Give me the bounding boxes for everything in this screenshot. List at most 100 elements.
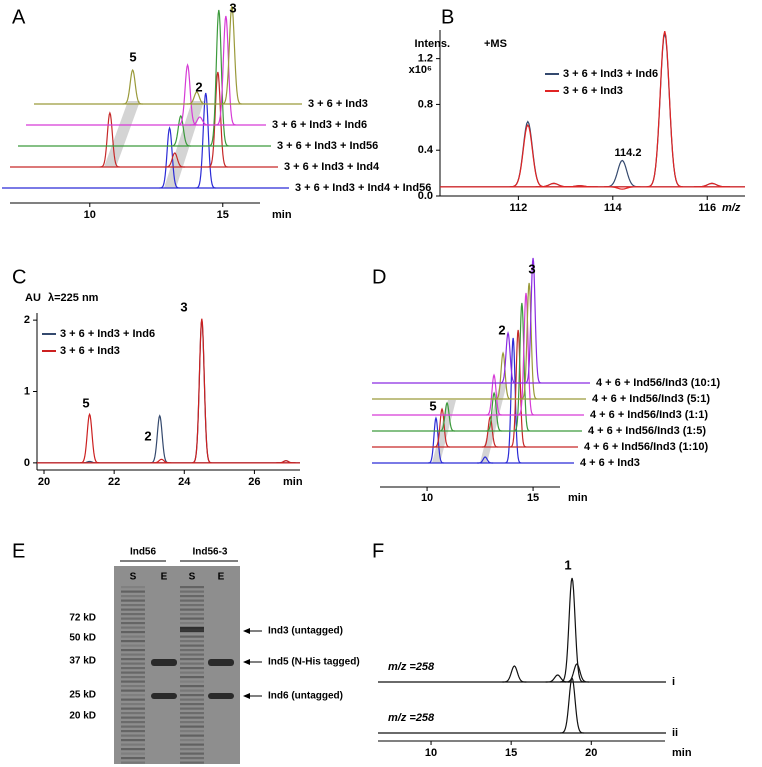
gel-band — [121, 644, 145, 647]
gel-band — [121, 761, 145, 764]
gel-band — [121, 743, 145, 746]
gel-band — [121, 712, 145, 715]
peak — [604, 159, 641, 188]
peak — [517, 292, 535, 416]
annotation: 5 — [129, 49, 136, 64]
gel-band — [180, 703, 204, 706]
peak — [434, 407, 451, 448]
trace-label: 4 + 6 + Ind56/Ind3 (1:10) — [584, 441, 708, 453]
gel-band — [121, 653, 145, 656]
legend-label: 3 + 6 + Ind3 + Ind6 — [60, 328, 155, 340]
gel-band — [180, 761, 204, 764]
peak — [150, 414, 170, 464]
gel-band — [121, 595, 145, 598]
gel-band — [121, 694, 145, 697]
peak — [159, 126, 180, 189]
peak — [545, 674, 570, 683]
gel-band — [180, 689, 204, 692]
gel-band — [180, 721, 204, 724]
marker-label: 20 kD — [69, 711, 96, 722]
annotation: Intens. — [415, 38, 450, 50]
gel-band — [121, 590, 145, 593]
gel-band — [121, 671, 145, 674]
gel-band — [180, 595, 204, 598]
gel-band — [121, 689, 145, 692]
x-tick-label: 10 — [425, 747, 437, 759]
gel-band — [151, 693, 177, 699]
peak — [208, 9, 229, 147]
x-axis-label: min — [672, 747, 692, 759]
peak — [505, 337, 522, 464]
y-tick-label: 0.8 — [418, 98, 433, 110]
trace-label: i — [672, 676, 675, 688]
peak — [482, 415, 499, 448]
gel-band — [121, 680, 145, 683]
x-tick-label: 20 — [585, 747, 597, 759]
gel-band — [121, 748, 145, 751]
marker-label: 50 kD — [69, 633, 96, 644]
trace-label: 4 + 6 + Ind56/Ind3 (10:1) — [596, 377, 720, 389]
gel-band — [121, 649, 145, 652]
peak — [521, 282, 538, 400]
peak — [477, 456, 494, 464]
peak — [510, 329, 527, 448]
y-tick-label: 0.0 — [418, 190, 433, 202]
gel-band — [180, 685, 204, 688]
peak — [151, 458, 172, 464]
trace-label: 3 + 6 + Ind3 + Ind4 — [284, 161, 380, 173]
peak — [189, 116, 210, 126]
trace-label: 4 + 6 + Ind56/Ind3 (1:1) — [590, 409, 708, 421]
gel-band — [180, 725, 204, 728]
gel-band — [180, 635, 204, 638]
peak — [221, 5, 242, 105]
peak — [192, 318, 212, 464]
annotation: λ=225 nm — [48, 292, 99, 304]
peak — [99, 111, 120, 168]
y-tick-label: 0 — [24, 457, 30, 469]
lane-label: S — [189, 572, 196, 583]
gel-band — [121, 716, 145, 719]
gel-band — [208, 693, 234, 699]
panel-label: C — [12, 266, 26, 288]
peak — [524, 257, 542, 384]
gel-band — [180, 680, 204, 683]
annotation: m/z =258 — [388, 712, 435, 724]
gel-band — [180, 599, 204, 602]
trace-label: 4 + 6 + Ind56/Ind3 (5:1) — [592, 393, 710, 405]
gel-band — [180, 676, 204, 679]
x-tick-label: 10 — [84, 209, 96, 221]
lane-label: S — [130, 572, 137, 583]
gel-band — [180, 743, 204, 746]
trace-label: 4 + 6 + Ind56/Ind3 (1:5) — [588, 425, 706, 437]
gel-band — [121, 721, 145, 724]
peak — [693, 182, 730, 188]
gel-band — [180, 730, 204, 733]
gel-band — [121, 703, 145, 706]
gel-band — [121, 658, 145, 661]
x-tick-label: 15 — [217, 209, 229, 221]
x-tick-label: 15 — [527, 492, 539, 504]
peak — [164, 152, 185, 168]
annotation: 2 — [195, 79, 202, 94]
panel-label: F — [372, 540, 384, 562]
annotation: 3 — [229, 0, 236, 15]
gel-band — [121, 599, 145, 602]
peak — [177, 63, 198, 126]
peak — [500, 331, 517, 384]
gel-band — [180, 671, 204, 674]
annotation: 2 — [498, 322, 505, 337]
arrowhead — [243, 628, 250, 634]
gel-band — [121, 698, 145, 701]
x-tick-label: 116 — [698, 202, 716, 214]
peak — [646, 31, 683, 188]
gel-band — [121, 662, 145, 665]
gel-band — [121, 676, 145, 679]
gel-band — [180, 627, 204, 632]
trace-label: 3 + 6 + Ind3 — [308, 98, 368, 110]
arrowhead — [243, 693, 250, 699]
peak — [276, 460, 296, 464]
panel-label: B — [441, 6, 454, 28]
peak — [122, 68, 143, 105]
gel-band — [121, 757, 145, 760]
peak — [427, 416, 444, 464]
